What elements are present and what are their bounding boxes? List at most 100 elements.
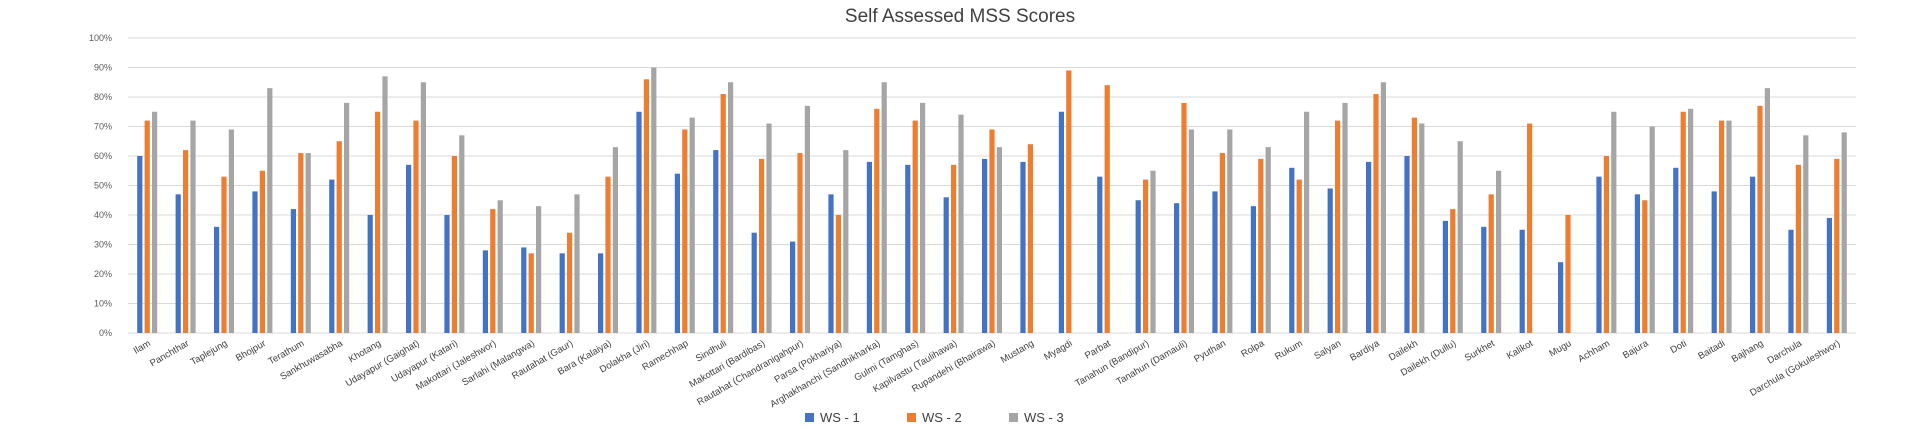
bar-ws-2 (1296, 179, 1302, 333)
bar-ws-1 (1788, 229, 1794, 333)
bar-ws-1 (406, 164, 412, 333)
bar-ws-1 (482, 250, 488, 333)
bar-ws-1 (252, 191, 258, 333)
bar-ws-2 (1642, 200, 1648, 333)
bar-ws-1 (790, 241, 796, 333)
bar-ws-3 (420, 82, 426, 333)
bar-ws-1 (905, 164, 911, 333)
bar-ws-2 (1680, 111, 1686, 333)
bar-ws-1 (175, 194, 181, 333)
bar-ws-1 (982, 158, 988, 333)
bar-ws-2 (1565, 215, 1571, 333)
bar-ws-3 (1419, 123, 1425, 333)
bar-ws-2 (989, 129, 995, 333)
bar-ws-2 (567, 232, 573, 333)
x-tick-label: Bardiya (1348, 338, 1382, 364)
bar-ws-1 (1327, 188, 1333, 333)
bar-ws-1 (1135, 200, 1141, 333)
bar-ws-3 (1342, 102, 1348, 334)
bar-ws-1 (137, 156, 143, 333)
bar-ws-3 (1188, 129, 1194, 333)
bar-ws-2 (1027, 144, 1033, 333)
bar-ws-1 (1020, 161, 1026, 333)
bar-ws-1 (1097, 176, 1103, 333)
bar-ws-1 (1519, 229, 1525, 333)
bar-ws-2 (643, 79, 649, 333)
y-tick-label: 80% (94, 92, 112, 102)
x-tick-label: Ilam (132, 338, 153, 357)
bar-ws-2 (1181, 102, 1187, 334)
bar-ws-3 (843, 150, 849, 333)
x-tick-label: Parbat (1083, 338, 1113, 362)
x-tick-label: Bhojpur (234, 338, 268, 364)
bar-ws-2 (1258, 158, 1264, 333)
y-tick-label: 20% (94, 269, 112, 279)
bar-ws-2 (1603, 156, 1609, 333)
bar-ws-1 (674, 173, 680, 333)
bar-ws-1 (214, 226, 220, 333)
bar-ws-1 (1289, 167, 1295, 333)
bar-ws-1 (1558, 262, 1564, 333)
bar-ws-2 (874, 108, 880, 333)
bar-ws-2 (682, 129, 688, 333)
x-tick-label: Panchthar (148, 338, 191, 369)
legend-swatch (805, 413, 814, 422)
x-tick-label: Mugu (1547, 338, 1573, 359)
bar-ws-3 (651, 67, 657, 333)
bar-ws-2 (183, 150, 189, 333)
bar-ws-3 (1649, 126, 1655, 333)
y-tick-label: 50% (94, 181, 112, 191)
x-tick-label: Myagdi (1042, 338, 1074, 363)
y-axis-ticks: 0% 10% 20% 30% 40% 50% 60% 70% 80% 90% 100% (89, 33, 112, 338)
bar-ws-3 (1764, 88, 1770, 334)
bar-ws-2 (1104, 85, 1110, 333)
bar-ws-2 (1143, 179, 1149, 333)
x-tick-label: Baitadi (1696, 338, 1727, 362)
y-tick-label: 100% (89, 33, 112, 43)
bar-ws-3 (459, 135, 465, 333)
bar-ws-3 (920, 102, 926, 334)
legend-swatch (907, 413, 916, 422)
bar-ws-2 (1719, 120, 1725, 333)
bar-ws-3 (996, 147, 1002, 333)
bar-ws-1 (1404, 156, 1410, 333)
bar-ws-2 (1335, 120, 1341, 333)
bar-ws-3 (958, 114, 964, 333)
bar-ws-2 (1450, 209, 1456, 333)
bar-ws-3 (190, 120, 196, 333)
x-tick-label: Bajhang (1730, 338, 1766, 365)
y-tick-label: 30% (94, 240, 112, 250)
bar-ws-2 (720, 94, 726, 333)
x-tick-label: Mustang (999, 338, 1036, 366)
y-tick-label: 10% (94, 299, 112, 309)
bar-ws-3 (574, 194, 580, 333)
bar-ws-3 (267, 88, 273, 334)
bar-ws-3 (305, 153, 311, 333)
bar-ws-2 (1488, 194, 1494, 333)
bar-ws-3 (228, 129, 234, 333)
bar-ws-1 (828, 194, 834, 333)
x-tick-label: Rukum (1273, 338, 1305, 363)
bar-ws-3 (497, 200, 503, 333)
bar-ws-2 (912, 120, 918, 333)
bar-ws-1 (1634, 194, 1640, 333)
legend: WS - 1 WS - 2 WS - 3 (805, 410, 1064, 425)
legend-label: WS - 3 (1024, 410, 1064, 425)
bar-ws-2 (1834, 158, 1840, 333)
x-tick-label: Achham (1576, 338, 1612, 365)
bar-ws-1 (1250, 206, 1256, 333)
bar-ws-3 (1150, 170, 1156, 333)
bar-ws-1 (1711, 191, 1717, 333)
x-tick-label: Doti (1669, 338, 1689, 356)
bar-ws-3 (1688, 108, 1694, 333)
bar-ws-3 (1227, 129, 1233, 333)
bar-ws-3 (1265, 147, 1271, 333)
bar-ws-3 (728, 82, 734, 333)
bar-ws-2 (835, 215, 841, 333)
bar-ws-1 (751, 232, 757, 333)
bar-ws-1 (367, 215, 373, 333)
bar-ws-2 (336, 141, 342, 333)
bar-ws-2 (528, 253, 534, 333)
bar-ws-1 (1366, 161, 1372, 333)
bar-ws-2 (797, 153, 803, 333)
